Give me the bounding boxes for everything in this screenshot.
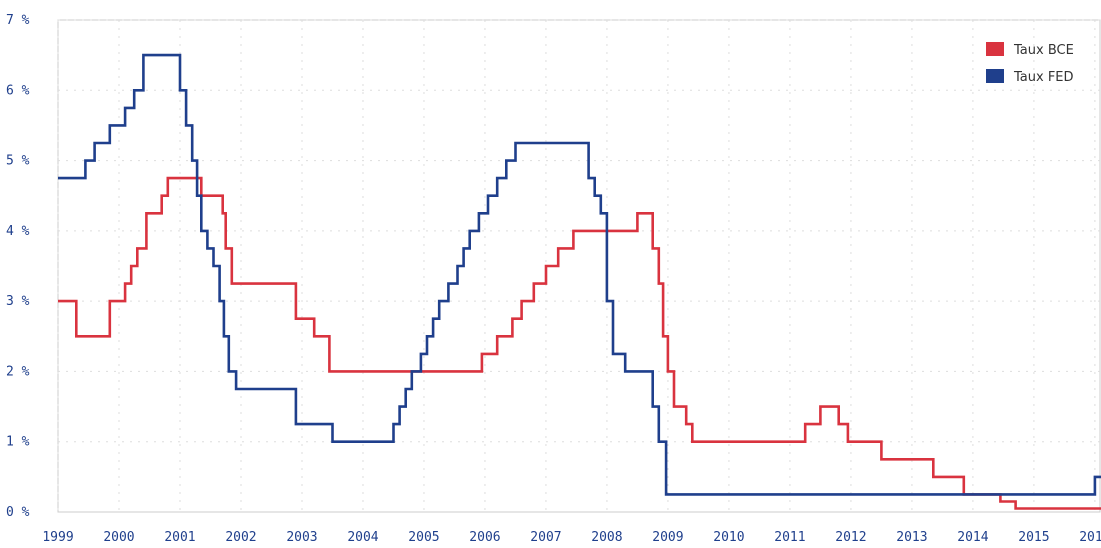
x-tick-label: 2008 <box>591 530 622 545</box>
x-tick-label: 2009 <box>652 530 683 545</box>
legend-label: Taux BCE <box>1013 43 1074 58</box>
x-axis: 1999 2000 2001 2002 2003 2004 2005 2006 2007 2008… <box>42 530 1101 545</box>
x-tick-label: 2000 <box>103 530 134 545</box>
y-tick-label: 0 % <box>6 505 30 520</box>
legend: Taux BCE Taux FED <box>986 42 1074 85</box>
y-tick-label: 6 % <box>6 83 30 98</box>
x-tick-label: 2003 <box>286 530 317 545</box>
y-tick-label: 4 % <box>6 224 30 239</box>
x-tick-label: 2006 <box>469 530 500 545</box>
y-tick-label: 3 % <box>6 294 30 309</box>
legend-label: Taux FED <box>1013 70 1074 85</box>
x-tick-label: 1999 <box>42 530 73 545</box>
x-tick-label: 2007 <box>530 530 561 545</box>
x-tick-label: 2004 <box>347 530 378 545</box>
series-line-bce <box>58 176 1101 510</box>
x-tick-label: 2013 <box>896 530 927 545</box>
legend-swatch <box>986 69 1004 83</box>
x-tick-label: 2015 <box>1018 530 1049 545</box>
x-tick-label: 2012 <box>835 530 866 545</box>
x-tick-label: 2010 <box>713 530 744 545</box>
y-axis: 0 % 1 % 2 % 3 % 4 % 5 % 6 % 7 % <box>6 13 30 520</box>
legend-swatch <box>986 42 1004 56</box>
y-tick-label: 1 % <box>6 435 30 450</box>
y-tick-label: 7 % <box>6 13 30 28</box>
x-tick-label: 2005 <box>408 530 439 545</box>
x-tick-label: 2016 <box>1079 530 1101 545</box>
series-line-fed <box>58 53 1101 496</box>
y-tick-label: 5 % <box>6 154 30 169</box>
x-tick-label: 2001 <box>164 530 195 545</box>
x-tick-label: 2011 <box>774 530 805 545</box>
series-lines <box>58 53 1101 510</box>
x-tick-label: 2014 <box>957 530 988 545</box>
y-tick-label: 2 % <box>6 364 30 379</box>
x-tick-label: 2002 <box>225 530 256 545</box>
